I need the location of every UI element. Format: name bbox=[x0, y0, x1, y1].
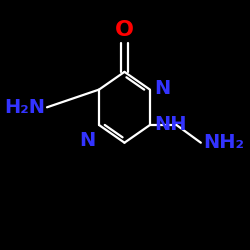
Text: N: N bbox=[79, 130, 95, 150]
Text: O: O bbox=[115, 20, 134, 40]
Text: NH₂: NH₂ bbox=[203, 133, 244, 152]
Text: NH: NH bbox=[154, 116, 186, 134]
Text: N: N bbox=[154, 79, 170, 98]
Text: H₂N: H₂N bbox=[4, 98, 45, 117]
